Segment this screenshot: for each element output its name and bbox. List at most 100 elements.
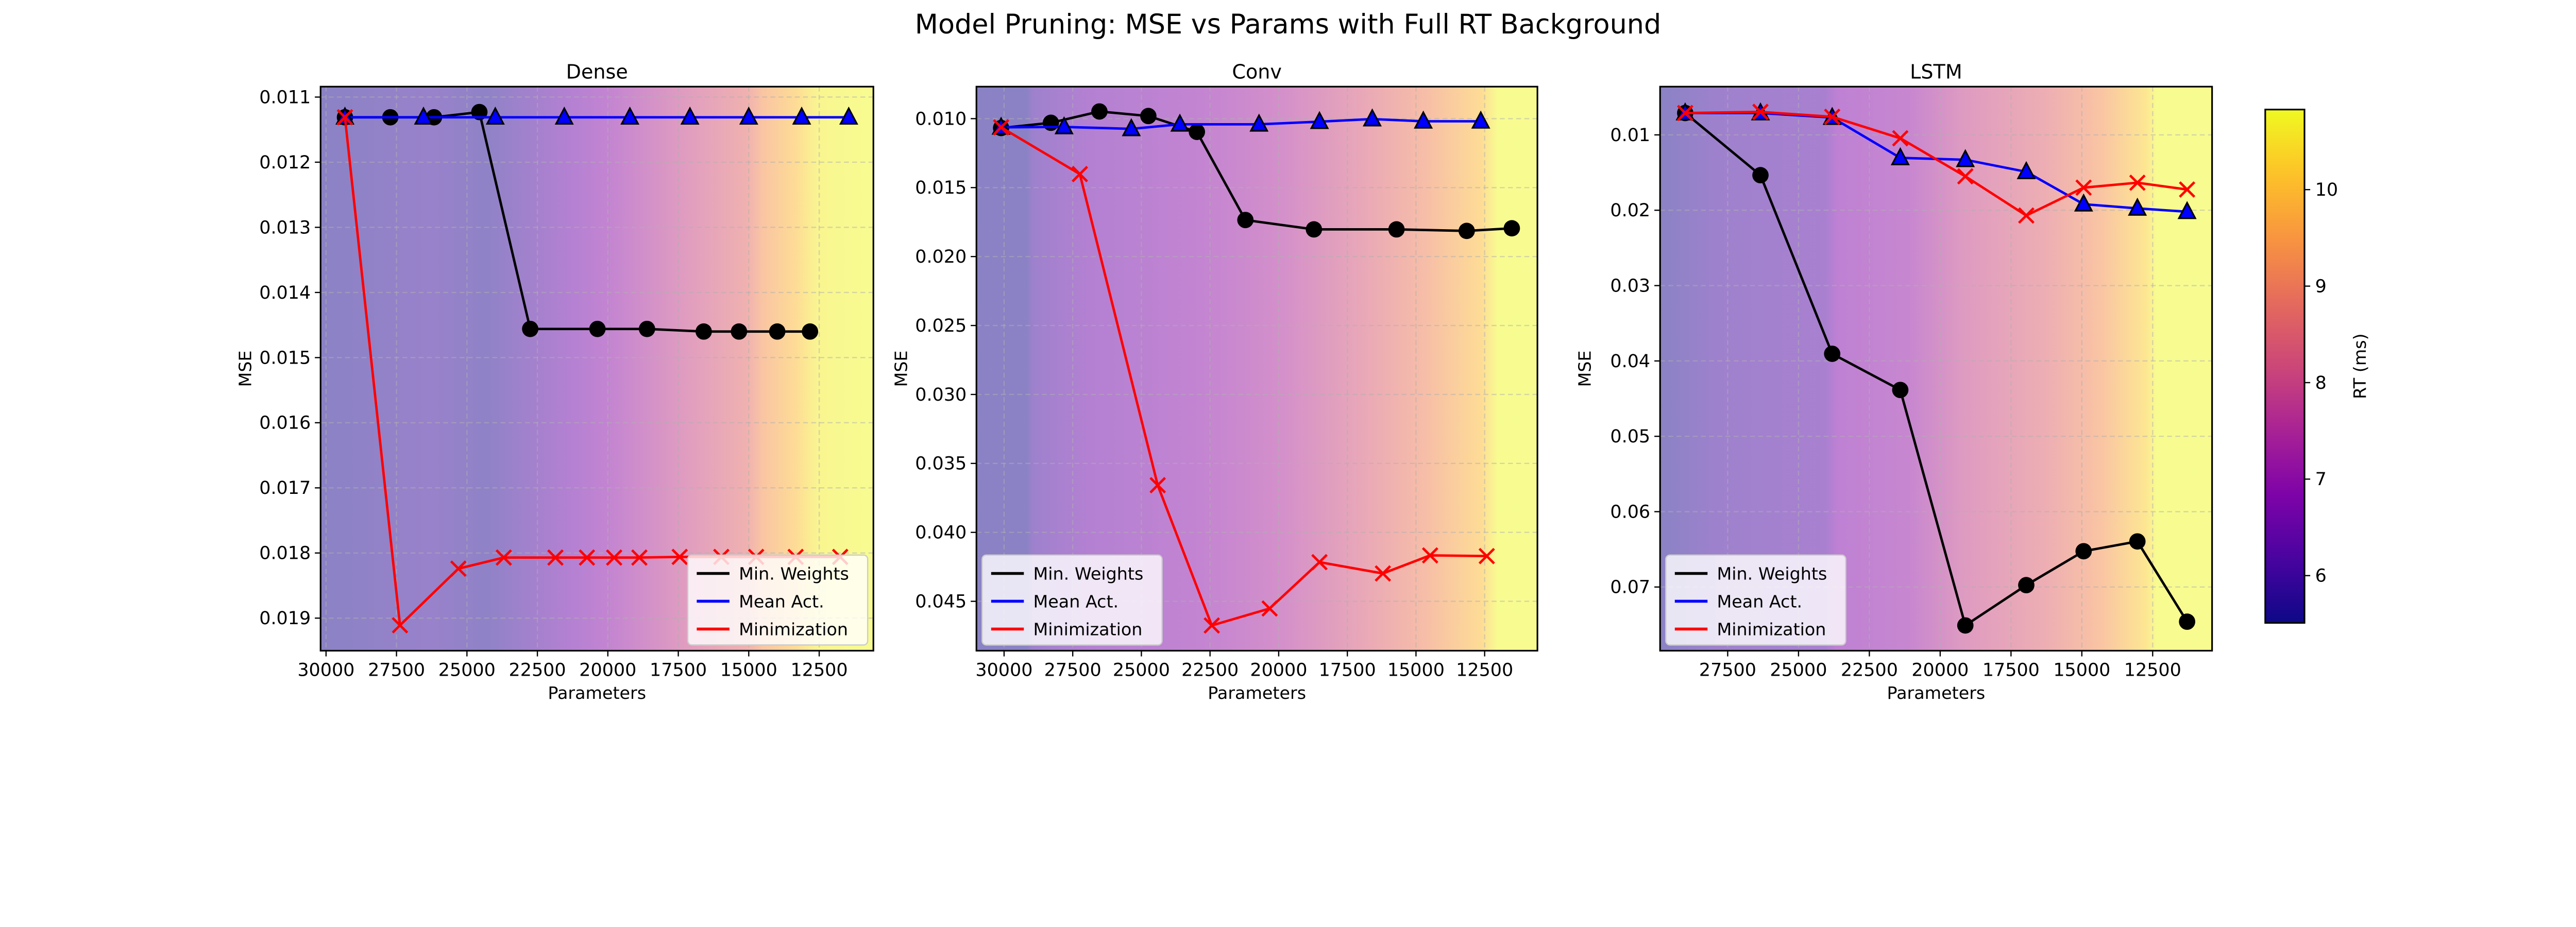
series-minimization — [1676, 104, 2196, 224]
subplot-conv: 30000 27500 25000 22500 20000 17500 15000 12500… — [891, 60, 1538, 703]
y-tick-label: 0.03 — [1610, 276, 1650, 296]
y-tick-label: 0.02 — [1610, 200, 1650, 221]
data-point — [993, 119, 1010, 136]
data-point — [1363, 108, 1382, 127]
data-point — [1122, 118, 1141, 136]
x-tick-label: 17500 — [650, 660, 707, 681]
data-point — [2075, 179, 2092, 196]
data-point — [606, 549, 623, 566]
data-point — [731, 323, 748, 340]
data-point — [1752, 104, 1769, 121]
axes-frame — [319, 85, 874, 652]
legend-label: Minimization — [1717, 619, 1826, 639]
y-axis-label: MSE — [235, 350, 255, 387]
data-point — [392, 617, 409, 634]
legend: Min. Weights Mean Act. Minimization — [981, 554, 1163, 646]
data-point — [1091, 103, 1108, 120]
y-axis-label: MSE — [891, 350, 911, 387]
colorbar: 6 7 8 9 10 RT (ms) — [2264, 109, 2370, 624]
data-point — [1042, 114, 1059, 131]
x-tick-label: 22500 — [1181, 660, 1239, 681]
data-point — [1459, 222, 1475, 239]
legend-label: Mean Act. — [739, 591, 824, 611]
data-point — [336, 109, 353, 126]
y-tick-label: 0.025 — [915, 316, 967, 336]
x-tick-label: 25000 — [438, 660, 496, 681]
colorbar-tick-label: 8 — [2315, 373, 2327, 393]
data-point — [631, 549, 648, 566]
x-tick-label: 27500 — [1699, 660, 1756, 681]
colorbar-tick-label: 7 — [2315, 469, 2327, 490]
data-point — [1824, 108, 1841, 125]
data-point — [2075, 543, 2092, 560]
y-tick-label: 0.016 — [259, 413, 311, 434]
data-point — [414, 106, 433, 125]
x-tick-label: 15000 — [2053, 660, 2110, 681]
data-point — [638, 320, 655, 337]
y-tick-label: 0.01 — [1610, 125, 1650, 146]
data-point — [769, 323, 786, 340]
series-mean-act — [335, 106, 858, 125]
data-point — [1471, 110, 1490, 129]
x-tick-label: 17500 — [1319, 660, 1376, 681]
colorbar-tick-label: 9 — [2315, 276, 2327, 297]
x-tick-label: 27500 — [1044, 660, 1101, 681]
data-point — [1503, 220, 1520, 237]
data-point — [2129, 533, 2146, 550]
subplot-lstm: 27500 25000 22500 20000 17500 15000 12500 0.01 0… — [1574, 60, 2213, 703]
data-point — [620, 106, 640, 125]
y-tick-label: 0.017 — [259, 478, 311, 499]
data-point — [1752, 167, 1769, 184]
y-tick-label: 0.011 — [259, 87, 311, 108]
data-point — [2177, 201, 2197, 219]
x-tick-label: 17500 — [1982, 660, 2040, 681]
data-point — [2129, 174, 2146, 191]
y-tick-label: 0.014 — [259, 283, 311, 303]
data-point — [1306, 221, 1323, 238]
data-point — [680, 106, 700, 125]
legend-label: Min. Weights — [1717, 563, 1827, 583]
data-point — [1892, 382, 1909, 399]
series-minimization — [993, 119, 1495, 634]
x-tick-label: 12500 — [791, 660, 848, 681]
data-point — [1311, 554, 1328, 571]
legend-box — [981, 554, 1163, 646]
data-point — [1421, 547, 1438, 564]
y-tick-label: 0.015 — [259, 348, 311, 368]
data-point — [1478, 547, 1495, 564]
colorbar-tick-label: 6 — [2315, 566, 2327, 587]
x-tick-label: 22500 — [1841, 660, 1898, 681]
data-point — [1375, 565, 1392, 582]
legend-label: Mean Act. — [1033, 591, 1119, 611]
x-tick-label: 30000 — [975, 660, 1032, 681]
y-tick-label: 0.04 — [1610, 351, 1650, 372]
data-point — [2128, 197, 2147, 216]
data-point — [1890, 147, 1910, 165]
x-tick-label: 15000 — [720, 660, 777, 681]
data-point — [1676, 105, 1693, 122]
data-point — [1892, 130, 1909, 147]
x-tick-label: 12500 — [1456, 660, 1513, 681]
y-tick-label: 0.012 — [259, 152, 311, 173]
data-point — [802, 323, 819, 340]
y-tick-label: 0.015 — [915, 178, 967, 198]
data-point — [1824, 346, 1841, 362]
data-point — [589, 320, 606, 337]
y-tick-label: 0.018 — [259, 543, 311, 564]
data-point — [792, 106, 811, 125]
x-tick-label: 30000 — [297, 660, 354, 681]
data-point — [495, 549, 512, 566]
x-tick-label: 25000 — [1113, 660, 1170, 681]
colorbar-gradient — [2264, 109, 2306, 624]
data-point — [1956, 149, 1975, 167]
data-point — [1189, 124, 1206, 140]
legend-label: Mean Act. — [1717, 591, 1803, 611]
legend-box — [687, 554, 869, 646]
colorbar-tick-label: 10 — [2315, 180, 2338, 200]
y-tick-label: 0.07 — [1610, 577, 1650, 598]
legend-box — [1665, 554, 1846, 646]
y-tick-label: 0.05 — [1610, 426, 1650, 447]
y-tick-label: 0.013 — [259, 217, 311, 238]
data-point — [1170, 113, 1190, 132]
y-tick-label: 0.040 — [915, 523, 967, 543]
